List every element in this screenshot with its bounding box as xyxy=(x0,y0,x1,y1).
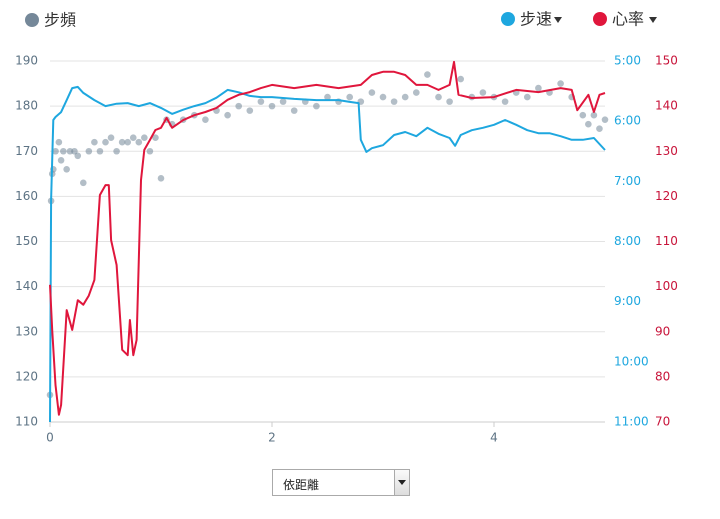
cadence-point xyxy=(313,102,320,110)
cadence-point xyxy=(390,98,398,105)
cadence-point xyxy=(557,80,564,87)
y3-tick-label: 70 xyxy=(655,415,670,429)
cadence-point xyxy=(124,138,131,146)
dropdown-arrow[interactable] xyxy=(394,470,409,495)
cadence-point xyxy=(113,147,120,155)
legend-label[interactable]: 步速 xyxy=(520,10,552,29)
cadence-point xyxy=(52,147,59,155)
y-tick-label: 120 xyxy=(15,369,38,383)
cadence-point xyxy=(290,107,298,114)
y3-tick-label: 80 xyxy=(655,369,670,383)
legend-marker[interactable] xyxy=(501,12,515,26)
y2-tick-label: 6:00 xyxy=(614,114,641,128)
cadence-point xyxy=(202,116,209,123)
y-tick-label: 170 xyxy=(15,144,38,158)
cadence-point xyxy=(224,111,231,119)
cadence-point xyxy=(535,84,542,92)
legend-label[interactable]: 心率 xyxy=(612,10,644,29)
dropdown-label: 依距離 xyxy=(283,478,320,492)
cadence-point xyxy=(268,102,276,110)
series-line xyxy=(49,60,606,416)
y3-tick-label: 150 xyxy=(655,54,678,68)
cadence-point xyxy=(63,166,70,173)
sort-dropdown[interactable]: 依距離 xyxy=(272,469,410,496)
cadence-point xyxy=(401,93,409,101)
y3-tick-label: 140 xyxy=(655,99,678,113)
cadence-point xyxy=(80,179,87,187)
y2-tick-label: 11:00 xyxy=(614,415,649,429)
y2-tick-label: 10:00 xyxy=(614,354,649,368)
cadence-point xyxy=(346,93,354,101)
y-tick-label: 130 xyxy=(15,324,38,338)
y2-tick-label: 5:00 xyxy=(614,54,641,68)
x-tick-label: 0 xyxy=(46,431,54,445)
cadence-point xyxy=(501,98,509,105)
legend-caret[interactable] xyxy=(649,17,657,23)
y-tick-label: 160 xyxy=(15,189,38,203)
cadence-point xyxy=(446,98,453,105)
cadence-point xyxy=(246,107,254,114)
cadence-point xyxy=(141,134,148,142)
cadence-point xyxy=(368,89,376,96)
cadence-point xyxy=(590,111,598,119)
cadence-point xyxy=(524,93,531,101)
x-tick-label: 2 xyxy=(268,431,276,445)
cadence-point xyxy=(57,156,65,164)
y2-tick-label: 8:00 xyxy=(614,234,641,248)
cadence-point xyxy=(55,138,63,146)
cadence-point xyxy=(118,138,126,146)
cadence-point xyxy=(579,111,587,119)
y-tick-label: 150 xyxy=(15,234,38,248)
cadence-point xyxy=(324,93,331,101)
cadence-point xyxy=(71,147,78,155)
cadence-point xyxy=(379,93,387,101)
y-tick-label: 190 xyxy=(15,54,38,68)
cadence-point xyxy=(102,138,109,146)
legend-marker[interactable] xyxy=(593,12,607,26)
cadence-point xyxy=(157,175,165,182)
y-tick-label: 180 xyxy=(15,99,38,113)
cadence-point xyxy=(152,134,159,142)
y-tick-label: 110 xyxy=(15,415,38,429)
legend-marker xyxy=(25,13,39,27)
y3-tick-label: 120 xyxy=(655,189,678,203)
cadence-point xyxy=(146,147,154,155)
cadence-point xyxy=(107,134,115,142)
cadence-point xyxy=(235,102,242,110)
cadence-point xyxy=(585,120,592,128)
y2-tick-label: 9:00 xyxy=(614,294,641,308)
cadence-point xyxy=(457,75,465,83)
cadence-point xyxy=(60,147,67,155)
cadence-point xyxy=(479,89,487,96)
cadence-point xyxy=(96,147,104,155)
cadence-point xyxy=(257,98,265,105)
chart: 步頻 步速 心率 110 120 130 140 150 160 170 180 190 5:00… xyxy=(15,10,678,445)
cadence-point xyxy=(601,116,609,123)
y3-tick-label: 110 xyxy=(655,234,678,248)
cadence-point xyxy=(596,125,603,132)
cadence-point xyxy=(413,89,420,96)
cadence-point xyxy=(135,138,143,146)
cadence-point xyxy=(91,138,98,146)
cadence-point xyxy=(279,98,287,105)
y3-tick-label: 90 xyxy=(655,324,670,338)
cadence-point xyxy=(424,71,431,78)
legend-caret[interactable] xyxy=(554,17,562,23)
series-line xyxy=(49,85,606,423)
cadence-point xyxy=(85,147,93,155)
y3-tick-label: 100 xyxy=(655,279,678,293)
cadence-point xyxy=(129,134,137,142)
y3-tick-label: 130 xyxy=(655,144,678,158)
y-tick-label: 140 xyxy=(15,279,38,293)
x-tick-label: 4 xyxy=(490,431,498,445)
y2-tick-label: 7:00 xyxy=(614,174,641,188)
legend-label: 步頻 xyxy=(44,11,76,30)
cadence-point xyxy=(74,152,82,160)
cadence-point xyxy=(435,93,442,101)
